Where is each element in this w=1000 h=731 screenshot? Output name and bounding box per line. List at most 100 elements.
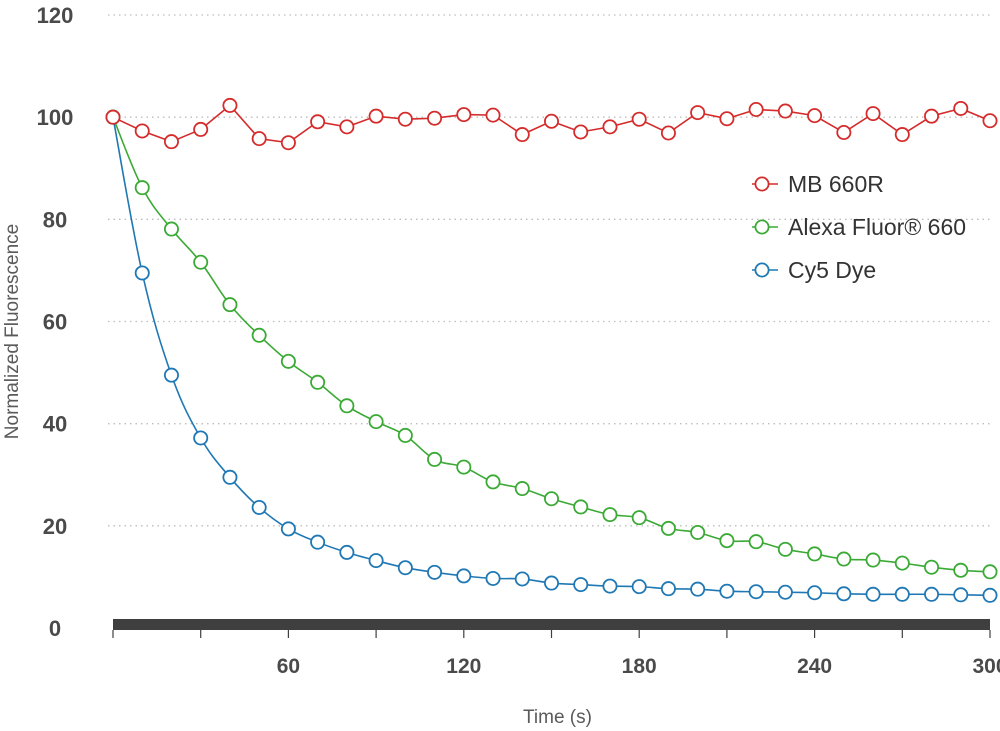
data-point-alexa-fluor-660 (719, 533, 735, 549)
data-point-mb-660r (894, 127, 910, 143)
data-point-mb-660r (368, 108, 384, 124)
series-cy5-dye (105, 109, 998, 603)
data-point-mb-660r (485, 107, 501, 123)
data-point-alexa-fluor-660 (690, 524, 706, 540)
data-point-cy5-dye (807, 585, 823, 601)
legend-marker-cy5-dye (754, 262, 770, 278)
x-axis-bar (113, 619, 990, 630)
data-point-alexa-fluor-660 (894, 555, 910, 571)
data-point-cy5-dye (631, 579, 647, 595)
data-point-alexa-fluor-660 (836, 551, 852, 567)
data-point-mb-660r (865, 106, 881, 122)
data-point-mb-660r (339, 119, 355, 135)
legend: MB 660R Alexa Fluor® 660 Cy5 Dye (752, 171, 966, 283)
x-axis-title: Time (s) (523, 707, 592, 728)
data-point-alexa-fluor-660 (368, 414, 384, 430)
data-point-alexa-fluor-660 (631, 510, 647, 526)
legend-marker-mb-660r (754, 176, 770, 192)
data-point-cy5-dye (456, 568, 472, 584)
data-point-cy5-dye (222, 469, 238, 485)
data-point-mb-660r (105, 109, 121, 125)
series-group (105, 97, 998, 603)
data-point-cy5-dye (514, 571, 530, 587)
data-point-mb-660r (251, 131, 267, 147)
data-point-alexa-fluor-660 (397, 427, 413, 443)
data-point-alexa-fluor-660 (777, 541, 793, 557)
data-point-alexa-fluor-660 (660, 520, 676, 536)
data-point-cy5-dye (836, 586, 852, 602)
data-point-mb-660r (193, 121, 209, 137)
x-tick-label: 240 (797, 655, 832, 678)
data-point-alexa-fluor-660 (602, 507, 618, 523)
y-tick-label: 40 (43, 412, 67, 437)
data-point-alexa-fluor-660 (134, 180, 150, 196)
y-tick-label: 100 (37, 105, 74, 130)
data-point-alexa-fluor-660 (310, 374, 326, 390)
data-point-mb-660r (573, 124, 589, 140)
legend-item-cy5-dye: Cy5 Dye (752, 257, 876, 283)
y-axis-title: Normalized Fluorescence (2, 224, 23, 439)
data-point-alexa-fluor-660 (807, 546, 823, 562)
data-point-cy5-dye (193, 430, 209, 446)
data-point-mb-660r (807, 108, 823, 124)
data-point-cy5-dye (573, 577, 589, 593)
legend-item-mb-660r: MB 660R (752, 171, 884, 197)
series-mb-660r (105, 97, 998, 151)
data-point-alexa-fluor-660 (427, 451, 443, 467)
y-tick-label: 120 (37, 3, 74, 28)
data-point-mb-660r (397, 111, 413, 127)
data-point-cy5-dye (134, 265, 150, 281)
data-point-cy5-dye (310, 534, 326, 550)
data-point-cy5-dye (368, 553, 384, 569)
data-point-alexa-fluor-660 (485, 474, 501, 490)
data-point-mb-660r (163, 134, 179, 150)
data-point-mb-660r (631, 111, 647, 127)
data-point-cy5-dye (719, 583, 735, 599)
data-point-mb-660r (982, 113, 998, 129)
y-tick-label: 80 (43, 207, 67, 232)
data-point-mb-660r (660, 125, 676, 141)
data-point-alexa-fluor-660 (953, 562, 969, 578)
data-point-cy5-dye (280, 521, 296, 537)
tick-labels: 0 20 40 60 80 100 120 60 120 180 240 300 (37, 3, 1000, 678)
legend-item-alexa-fluor-660: Alexa Fluor® 660 (752, 214, 966, 240)
data-point-alexa-fluor-660 (163, 221, 179, 237)
data-point-mb-660r (748, 102, 764, 118)
data-point-alexa-fluor-660 (982, 564, 998, 580)
data-point-alexa-fluor-660 (339, 398, 355, 414)
data-point-mb-660r (544, 113, 560, 129)
x-tick-label: 300 (972, 655, 1000, 678)
data-point-alexa-fluor-660 (573, 499, 589, 515)
data-point-mb-660r (602, 119, 618, 135)
data-point-cy5-dye (660, 581, 676, 597)
data-point-cy5-dye (163, 367, 179, 383)
data-point-cy5-dye (690, 581, 706, 597)
data-point-mb-660r (514, 127, 530, 143)
x-tick-label: 60 (277, 655, 300, 678)
legend-label-cy5-dye: Cy5 Dye (788, 257, 876, 283)
data-point-cy5-dye (865, 586, 881, 602)
legend-marker-alexa-fluor-660 (754, 219, 770, 235)
legend-label-mb-660r: MB 660R (788, 171, 884, 197)
data-point-alexa-fluor-660 (193, 254, 209, 270)
data-point-cy5-dye (953, 587, 969, 603)
data-point-cy5-dye (427, 564, 443, 580)
data-point-mb-660r (310, 114, 326, 130)
x-axis (112, 619, 991, 638)
data-point-mb-660r (134, 123, 150, 139)
data-point-mb-660r (427, 110, 443, 126)
x-tick-label: 120 (446, 655, 481, 678)
data-point-alexa-fluor-660 (748, 534, 764, 550)
legend-label-alexa-fluor-660: Alexa Fluor® 660 (788, 214, 966, 240)
data-point-cy5-dye (748, 584, 764, 600)
data-point-cy5-dye (924, 586, 940, 602)
data-point-cy5-dye (777, 584, 793, 600)
data-point-cy5-dye (251, 499, 267, 515)
data-point-alexa-fluor-660 (222, 297, 238, 313)
data-point-mb-660r (953, 100, 969, 116)
data-point-alexa-fluor-660 (924, 559, 940, 575)
data-point-cy5-dye (602, 578, 618, 594)
data-point-mb-660r (280, 135, 296, 151)
y-tick-label: 20 (43, 514, 67, 539)
